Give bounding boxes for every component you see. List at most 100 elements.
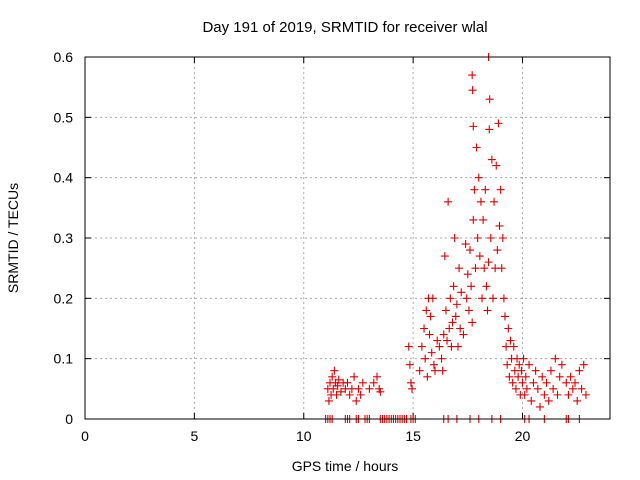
data-point xyxy=(445,324,454,333)
data-point xyxy=(487,155,496,164)
data-point xyxy=(502,342,511,351)
y-tick-label: 0.3 xyxy=(54,230,74,246)
data-point xyxy=(494,119,503,128)
data-point xyxy=(493,246,502,255)
data-point xyxy=(474,173,483,182)
data-point xyxy=(525,360,534,369)
data-point xyxy=(444,197,453,206)
data-point xyxy=(441,306,450,315)
data-point xyxy=(490,197,499,206)
data-point xyxy=(464,306,473,315)
x-tick-label: 10 xyxy=(296,428,312,444)
data-point xyxy=(343,378,352,387)
data-point xyxy=(463,270,472,279)
data-point xyxy=(425,330,434,339)
data-point xyxy=(421,354,430,363)
data-point xyxy=(498,234,507,242)
data-point xyxy=(333,381,342,390)
data-point xyxy=(555,372,564,381)
data-point xyxy=(503,360,512,369)
data-point xyxy=(499,294,508,303)
data-point xyxy=(376,387,385,396)
data-point xyxy=(431,366,439,375)
data-point xyxy=(496,185,505,194)
data-point xyxy=(575,366,584,375)
data-point xyxy=(452,300,461,309)
y-tick-label: 0.2 xyxy=(54,290,74,306)
data-point xyxy=(475,252,484,261)
data-point xyxy=(511,384,520,393)
data-point xyxy=(455,264,464,273)
data-point xyxy=(466,246,474,255)
data-point xyxy=(420,324,429,333)
data-point xyxy=(329,384,338,393)
data-point xyxy=(568,384,577,393)
data-point xyxy=(480,264,489,273)
data-point xyxy=(422,306,431,315)
data-point xyxy=(446,294,455,303)
data-point xyxy=(470,185,479,194)
data-point xyxy=(350,372,359,381)
data-point xyxy=(527,396,536,405)
data-point xyxy=(533,384,542,393)
data-point xyxy=(566,372,575,381)
data-point xyxy=(440,252,449,261)
data-point xyxy=(542,378,551,387)
data-point xyxy=(562,378,571,387)
data-point xyxy=(536,402,544,411)
data-point xyxy=(356,390,365,399)
plot-frame xyxy=(84,56,611,420)
data-point xyxy=(501,312,509,321)
data-point xyxy=(423,372,432,381)
data-point xyxy=(471,264,480,273)
data-point xyxy=(497,264,506,273)
data-point xyxy=(553,390,562,399)
data-point xyxy=(579,360,588,369)
data-point xyxy=(443,336,452,345)
data-point xyxy=(439,330,448,339)
data-point xyxy=(481,185,490,194)
data-point xyxy=(358,378,367,387)
data-point xyxy=(509,342,518,351)
data-point xyxy=(549,384,558,393)
y-axis-label: SRMTID / TECUs xyxy=(5,183,21,293)
data-point xyxy=(573,396,582,405)
data-point xyxy=(468,318,477,327)
data-point xyxy=(352,396,361,405)
data-point xyxy=(564,390,573,399)
x-tick-label: 20 xyxy=(515,428,531,444)
data-point xyxy=(462,294,471,303)
data-point xyxy=(581,390,590,399)
data-point xyxy=(508,378,517,387)
data-point xyxy=(521,372,530,381)
data-point xyxy=(450,234,459,242)
data-point xyxy=(334,375,343,384)
data-point xyxy=(479,215,488,224)
data-point xyxy=(328,372,337,381)
data-point xyxy=(544,396,553,405)
data-point xyxy=(461,240,470,249)
y-tick-label: 0.1 xyxy=(54,351,74,367)
data-point xyxy=(476,197,485,206)
data-point xyxy=(467,282,476,291)
data-point xyxy=(484,258,493,267)
data-point xyxy=(504,324,513,333)
data-point xyxy=(427,348,436,357)
data-point xyxy=(485,95,494,104)
data-point xyxy=(538,372,547,381)
data-point xyxy=(437,354,446,363)
data-point xyxy=(429,360,438,369)
data-point xyxy=(345,390,354,399)
data-point xyxy=(459,330,468,339)
data-point xyxy=(546,366,555,375)
data-point xyxy=(365,384,374,393)
data-point xyxy=(433,336,442,345)
data-point xyxy=(469,122,478,131)
data-point xyxy=(505,372,514,381)
data-point xyxy=(332,390,341,399)
data-point xyxy=(448,318,457,327)
data-point xyxy=(529,378,538,387)
data-point xyxy=(517,366,526,375)
data-point xyxy=(488,294,497,303)
data-point xyxy=(468,71,477,80)
